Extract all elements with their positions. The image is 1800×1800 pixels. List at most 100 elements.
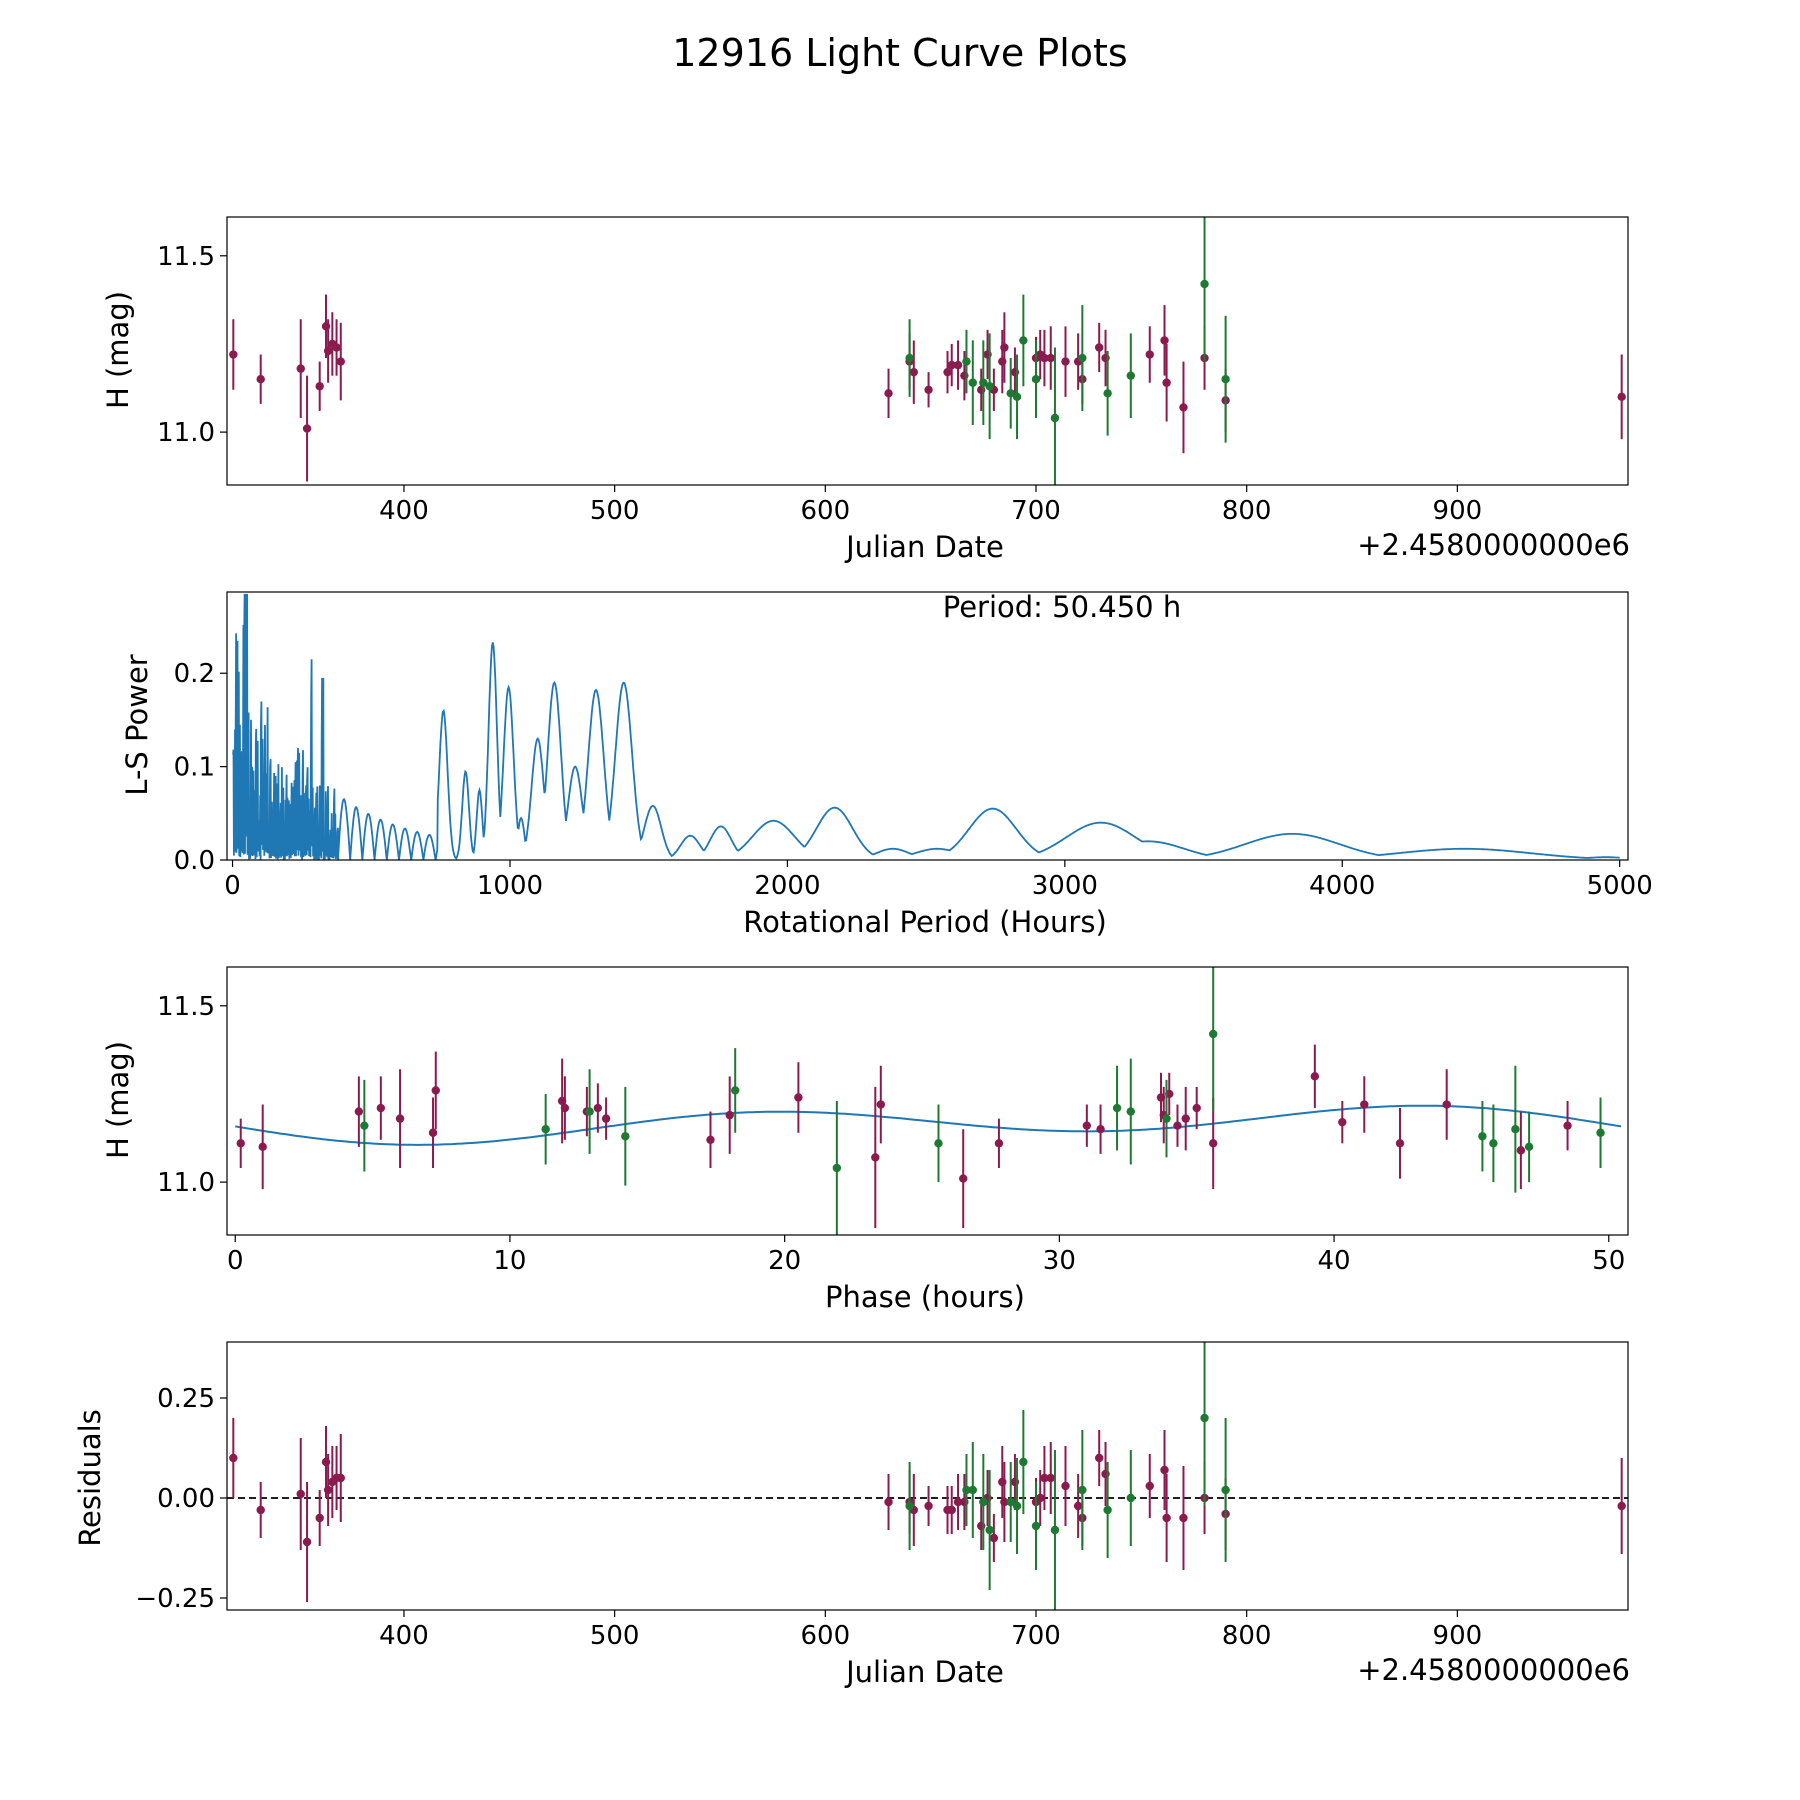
phased-point — [376, 1103, 386, 1113]
lightcurve-point — [296, 364, 305, 373]
lightcurve-point — [979, 378, 988, 387]
lightcurve-point — [1031, 375, 1041, 384]
residuals-point — [1046, 1473, 1055, 1483]
residuals-point — [1040, 1473, 1049, 1483]
phased-xtick-label-3: 30 — [1043, 1246, 1076, 1276]
lightcurve-point — [1162, 378, 1171, 387]
phased-point — [1338, 1117, 1347, 1127]
phased-point — [593, 1103, 603, 1113]
lightcurve-point — [947, 360, 956, 370]
lightcurve-point — [909, 367, 919, 377]
periodogram-xlabel: Rotational Period (Hours) — [743, 905, 1107, 939]
lightcurve-point — [256, 375, 265, 384]
lightcurve-point — [1095, 343, 1104, 352]
residuals-point — [1036, 1493, 1045, 1503]
lightcurve-point — [1050, 413, 1060, 423]
phased-xtick-label-1: 10 — [493, 1246, 526, 1276]
periodogram-ytick-label-2: 0.2 — [174, 659, 215, 689]
residuals-point — [985, 1525, 994, 1535]
phased-point — [541, 1125, 550, 1134]
phased-xlabel: Phase (hours) — [825, 1280, 1025, 1314]
residuals-point — [905, 1501, 914, 1511]
phased-point — [395, 1114, 405, 1123]
lightcurve-point — [1078, 353, 1087, 363]
phased-point — [1489, 1139, 1498, 1148]
residuals-xlabel: Julian Date — [844, 1655, 1004, 1689]
phased-point — [1310, 1072, 1320, 1081]
phased-point — [601, 1114, 611, 1123]
lightcurve-xtick-label-4: 800 — [1222, 496, 1272, 526]
phased-ylabel: H (mag) — [101, 1041, 135, 1159]
lightcurve-point — [315, 382, 324, 391]
residuals-point — [323, 1485, 333, 1495]
residuals-point — [1095, 1453, 1104, 1463]
residuals-point — [315, 1513, 324, 1523]
residuals-ytick-label-2: 0.25 — [157, 1384, 215, 1414]
phased-point — [236, 1139, 245, 1148]
residuals-point — [924, 1501, 933, 1511]
phased-point — [794, 1093, 803, 1102]
phased-point — [1181, 1114, 1190, 1123]
residuals-point — [229, 1453, 238, 1463]
phased-point — [725, 1110, 734, 1120]
lightcurve-point — [1046, 353, 1055, 363]
lightcurve-point — [1179, 403, 1188, 412]
phased-xtick-label-4: 40 — [1318, 1246, 1351, 1276]
periodogram-xtick-label-2: 2000 — [754, 871, 820, 901]
lightcurve-point — [1617, 392, 1626, 402]
phased-point — [1511, 1125, 1520, 1134]
lightcurve-point — [1160, 336, 1169, 345]
lightcurve-ytick-label-1: 11.5 — [157, 242, 215, 272]
lightcurve-xtick-label-5: 900 — [1433, 496, 1483, 526]
residuals-point — [1103, 1505, 1112, 1515]
phased-xtick-label-0: 0 — [227, 1246, 244, 1276]
residuals-point — [968, 1485, 977, 1495]
residuals-panel: Julian Date +2.4580000000e6 Residuals 40… — [73, 1341, 1630, 1689]
phased-point — [1192, 1103, 1201, 1113]
residuals-point — [1160, 1465, 1169, 1475]
lightcurve-point — [924, 385, 933, 394]
periodogram-xtick-label-0: 0 — [224, 871, 241, 901]
residuals-point — [1162, 1513, 1171, 1523]
lightcurve-point — [1126, 371, 1136, 380]
residuals-axes-frame — [226, 1341, 1629, 1611]
lightcurve-point — [1000, 343, 1009, 352]
residuals-xtick-label-5: 900 — [1433, 1621, 1483, 1651]
residuals-point — [1031, 1521, 1041, 1531]
phased-point — [1162, 1114, 1171, 1123]
lightcurve-point — [953, 360, 963, 370]
phased-point — [1516, 1146, 1526, 1155]
phased-point — [1395, 1139, 1405, 1148]
residuals-ylabel: Residuals — [73, 1409, 107, 1547]
periodogram-plot-area — [232, 593, 1620, 860]
phased-point — [621, 1132, 630, 1141]
phased-point — [1082, 1121, 1092, 1130]
phased-point — [1524, 1142, 1534, 1152]
residuals-xtick-label-4: 800 — [1222, 1621, 1272, 1651]
residuals-offset-label: +2.4580000000e6 — [1357, 1653, 1630, 1687]
periodogram-power-line — [232, 593, 1620, 860]
residuals-point — [1073, 1501, 1083, 1511]
residuals-point — [1012, 1501, 1022, 1511]
phased-panel: Phase (hours) H (mag) 0 10 20 30 40 50 11.0 11.… — [101, 966, 1629, 1314]
lightcurve-point — [943, 367, 952, 377]
phased-ytick-label-0: 11.0 — [157, 1168, 215, 1198]
lightcurve-plot-area — [229, 217, 1626, 485]
phased-point — [1173, 1121, 1182, 1130]
phased-point — [1126, 1107, 1135, 1116]
lightcurve-point — [1103, 389, 1112, 398]
residuals-point — [947, 1505, 956, 1515]
lightcurve-point — [302, 424, 312, 433]
residuals-xtick-label-3: 700 — [1011, 1621, 1061, 1651]
lightcurve-offset-label: +2.4580000000e6 — [1357, 528, 1630, 562]
lightcurve-xtick-label-2: 600 — [801, 496, 851, 526]
phased-point — [832, 1163, 842, 1173]
lightcurve-panel: Julian Date +2.4580000000e6 H (mag) 400 5… — [101, 216, 1630, 564]
phased-point — [934, 1139, 943, 1148]
phased-point — [585, 1107, 594, 1116]
residuals-xtick-label-0: 400 — [379, 1621, 429, 1651]
residuals-point — [1019, 1457, 1028, 1467]
residuals-point — [1126, 1493, 1136, 1503]
lightcurve-point — [1012, 392, 1022, 402]
